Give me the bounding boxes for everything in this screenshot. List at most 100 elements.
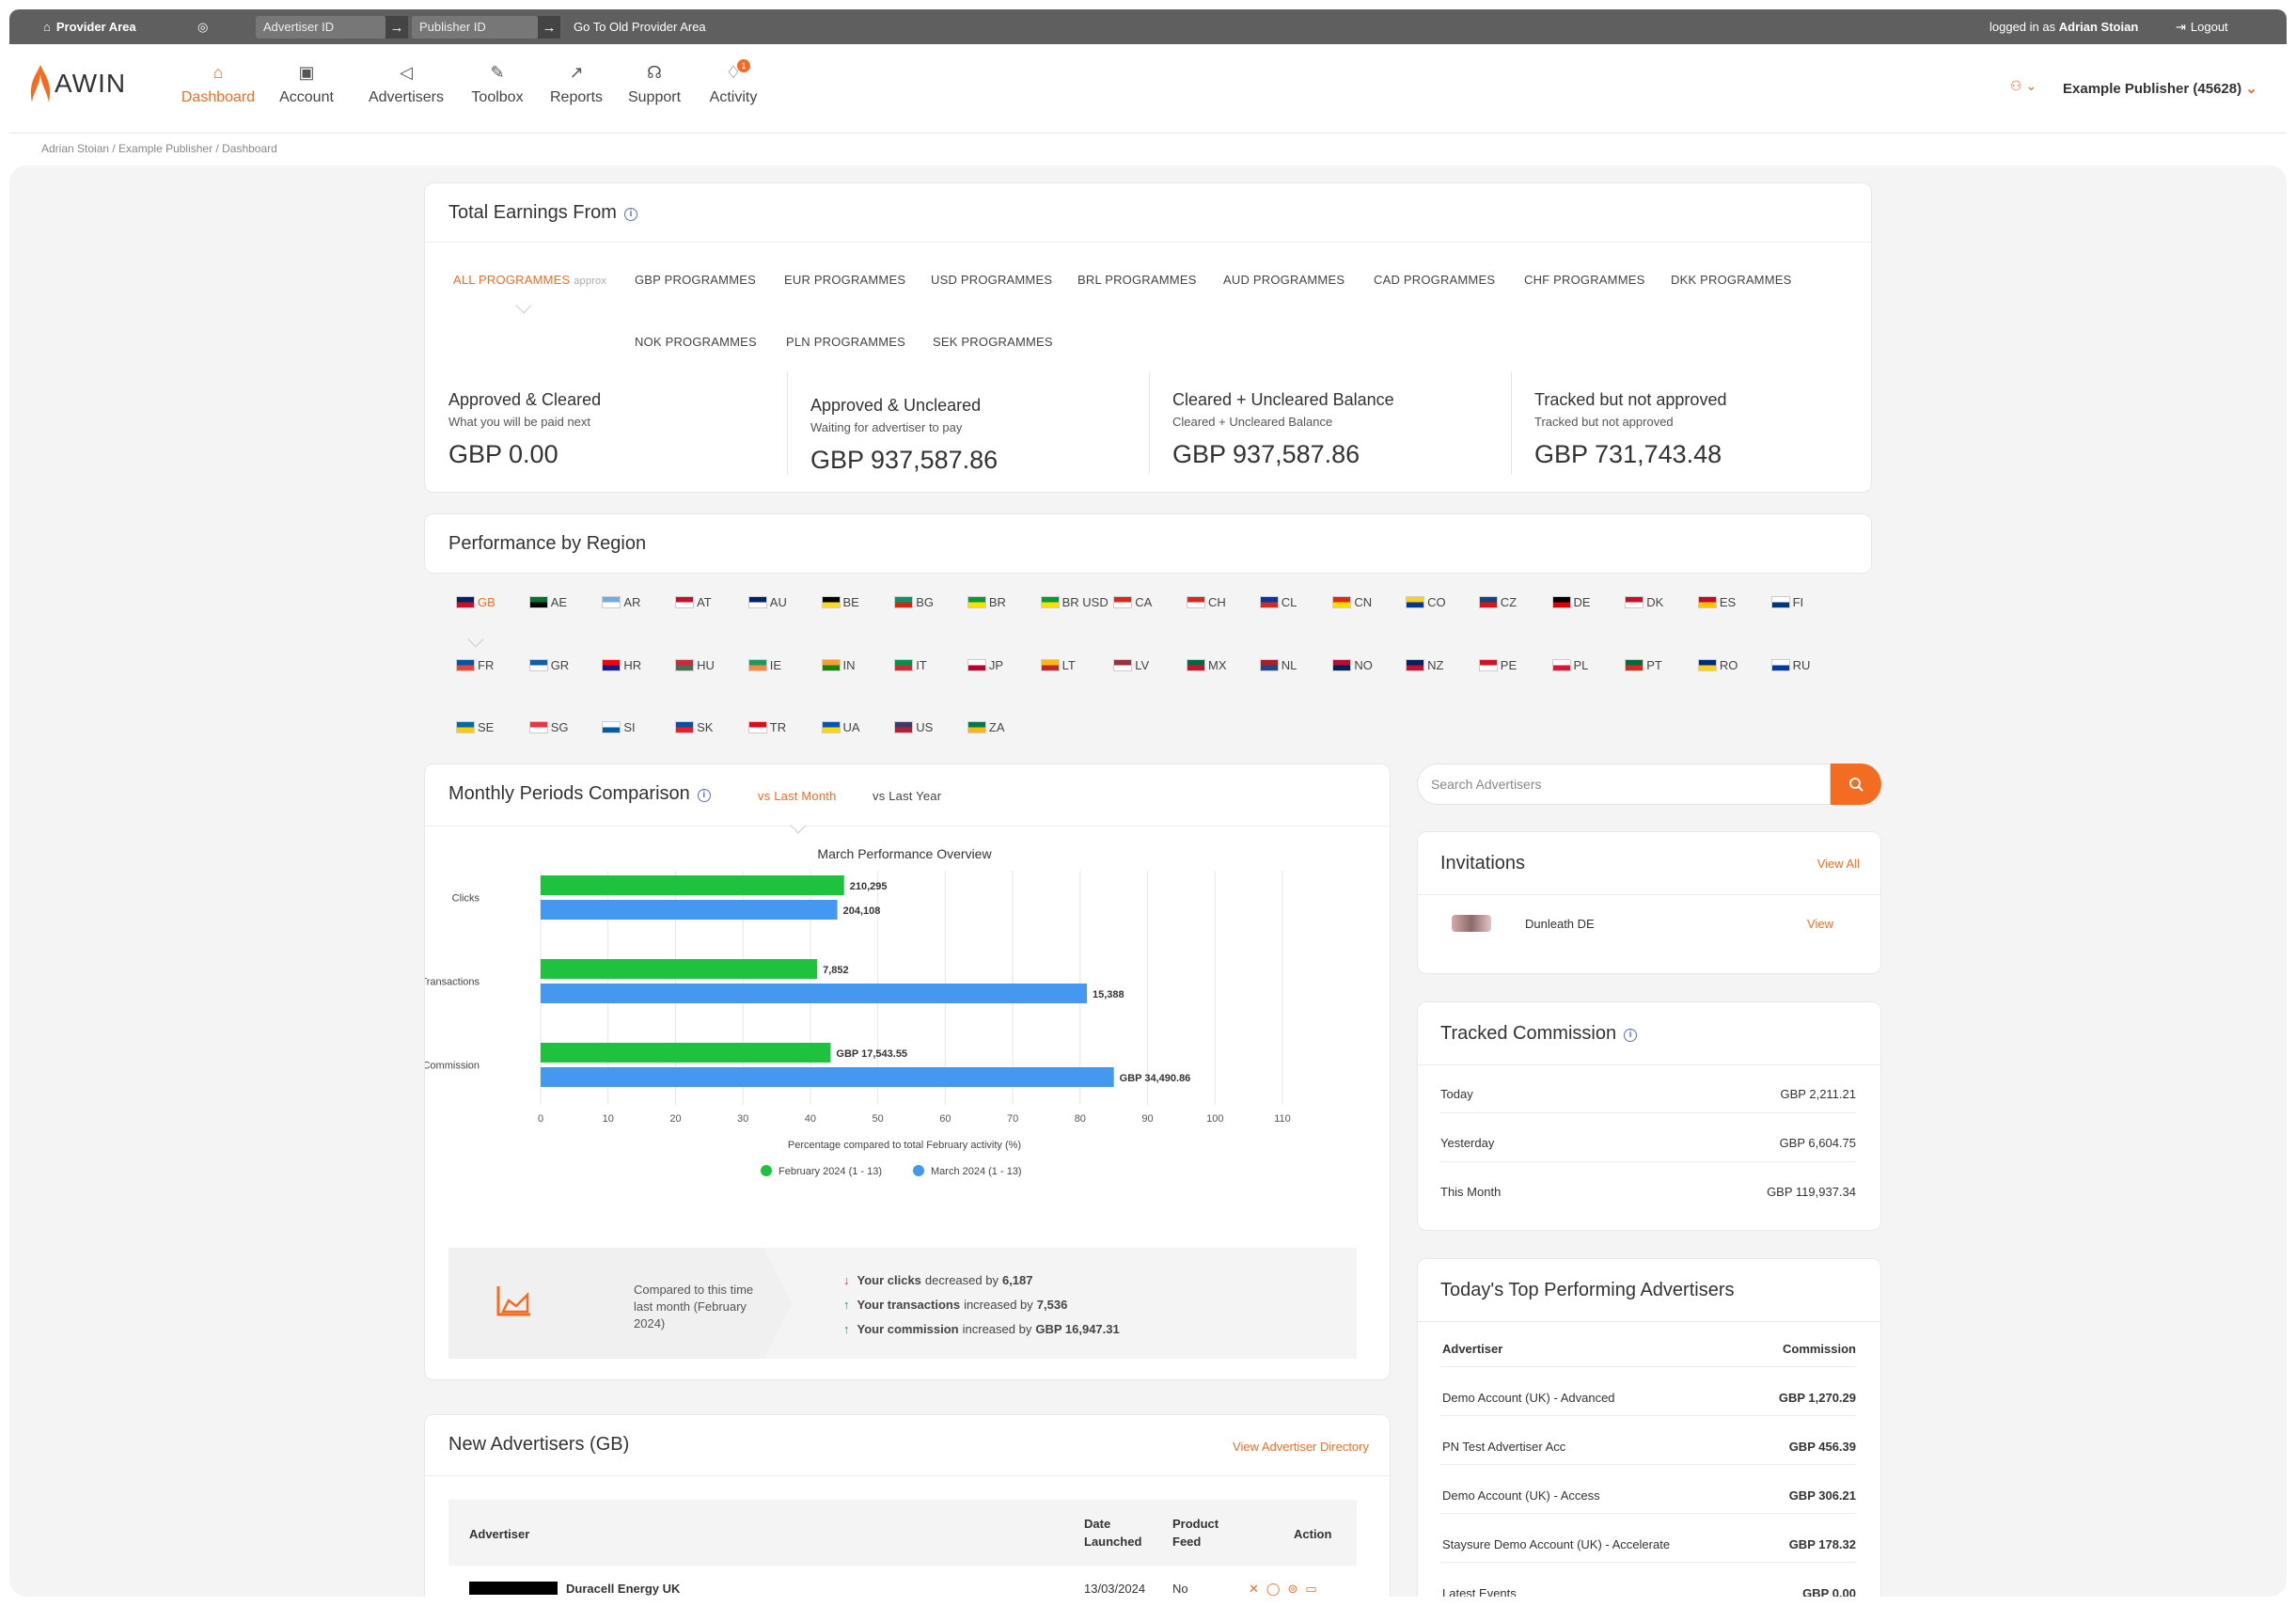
nav-activity[interactable]: ♢ 1 Activity <box>700 59 767 106</box>
region-flag-se[interactable]: SE <box>456 720 494 734</box>
region-flag-tr[interactable]: TR <box>747 720 786 734</box>
region-flag-jp[interactable]: JP <box>967 658 1003 672</box>
nav-dashboard[interactable]: ⌂ Dashboard <box>175 63 261 106</box>
legend-label[interactable]: February 2024 (1 - 13) <box>778 1166 882 1177</box>
region-flag-hu[interactable]: HU <box>675 658 715 672</box>
awin-logo[interactable]: AWIN <box>28 65 126 102</box>
region-flag-lv[interactable]: LV <box>1113 658 1149 672</box>
search-advertisers-input[interactable]: Search Advertisers <box>1417 764 1831 805</box>
advertiser-id-input[interactable]: Advertiser ID <box>256 16 385 39</box>
region-flag-pt[interactable]: PT <box>1625 658 1662 672</box>
link-icon[interactable]: ⊜ <box>1287 1582 1306 1596</box>
region-flag-nl[interactable]: NL <box>1259 658 1297 672</box>
region-flag-bg[interactable]: BG <box>894 595 934 609</box>
view-directory-link[interactable]: View Advertiser Directory <box>1233 1440 1369 1454</box>
provider-area-link[interactable]: ⌂ Provider Area <box>43 9 136 44</box>
publisher-go-button[interactable]: → <box>538 16 560 39</box>
logout-button[interactable]: ⇥ Logout <box>2176 9 2228 44</box>
region-flag-br-usd[interactable]: BR USD <box>1040 595 1109 609</box>
region-flag-it[interactable]: IT <box>894 658 927 672</box>
tab-vs-last-year[interactable]: vs Last Year <box>873 789 942 803</box>
region-flag-ua[interactable]: UA <box>821 720 860 734</box>
region-flag-de[interactable]: DE <box>1551 595 1591 609</box>
nav-advertisers[interactable]: ◁ Advertisers <box>359 63 453 106</box>
region-flag-cl[interactable]: CL <box>1259 595 1297 609</box>
tab-usd[interactable]: USD PROGRAMMES <box>931 273 1053 287</box>
region-flag-mx[interactable]: MX <box>1187 658 1227 672</box>
info-icon[interactable]: i <box>1624 1028 1638 1042</box>
bar-commission-0[interactable] <box>541 1043 831 1063</box>
nav-account[interactable]: ▣ Account <box>273 63 340 106</box>
region-flag-sk[interactable]: SK <box>675 720 713 734</box>
top-advertiser-name[interactable]: PN Test Advertiser Acc <box>1442 1440 1566 1454</box>
region-flag-cz[interactable]: CZ <box>1478 595 1517 609</box>
tab-cad[interactable]: CAD PROGRAMMES <box>1374 273 1496 287</box>
close-icon[interactable]: ✕ <box>1249 1582 1266 1596</box>
region-flag-ie[interactable]: IE <box>747 658 781 672</box>
region-flag-nz[interactable]: NZ <box>1406 658 1443 672</box>
region-flag-ro[interactable]: RO <box>1697 658 1738 672</box>
tab-sek[interactable]: SEK PROGRAMMES <box>933 335 1053 349</box>
region-flag-es[interactable]: ES <box>1697 595 1736 609</box>
tab-aud[interactable]: AUD PROGRAMMES <box>1223 273 1345 287</box>
nav-reports[interactable]: ↗ Reports <box>542 63 611 106</box>
advertiser-go-button[interactable]: → <box>385 16 408 39</box>
top-advertiser-name[interactable]: Demo Account (UK) - Access <box>1442 1488 1600 1503</box>
publisher-id-input[interactable]: Publisher ID <box>412 16 538 39</box>
region-flag-hr[interactable]: HR <box>602 658 641 672</box>
top-advertiser-name[interactable]: Latest Events <box>1442 1586 1517 1597</box>
card-icon[interactable]: ▭ <box>1305 1582 1325 1596</box>
top-advertiser-name[interactable]: Staysure Demo Account (UK) - Accelerate <box>1442 1537 1671 1551</box>
view-all-invitations-link[interactable]: View All <box>1816 857 1860 871</box>
tab-dkk[interactable]: DKK PROGRAMMES <box>1671 273 1792 287</box>
region-flag-za[interactable]: ZA <box>967 720 1005 734</box>
region-flag-br[interactable]: BR <box>967 595 1006 609</box>
region-flag-ch[interactable]: CH <box>1187 595 1226 609</box>
tab-eur[interactable]: EUR PROGRAMMES <box>784 273 906 287</box>
advertiser-name[interactable]: Duracell Energy UK <box>566 1582 681 1596</box>
region-flag-at[interactable]: AT <box>675 595 712 609</box>
region-flag-co[interactable]: CO <box>1406 595 1446 609</box>
region-flag-ru[interactable]: RU <box>1770 658 1810 672</box>
region-flag-no[interactable]: NO <box>1332 658 1373 672</box>
top-advertiser-name[interactable]: Demo Account (UK) - Advanced <box>1442 1391 1615 1405</box>
region-flag-in[interactable]: IN <box>821 658 856 672</box>
bar-transactions-0[interactable] <box>541 959 818 979</box>
region-flag-us[interactable]: US <box>894 720 933 734</box>
tab-pln[interactable]: PLN PROGRAMMES <box>786 335 906 349</box>
region-flag-gb[interactable]: GB <box>456 595 495 609</box>
bar-clicks-0[interactable] <box>541 875 844 895</box>
region-flag-au[interactable]: AU <box>747 595 787 609</box>
region-flag-gr[interactable]: GR <box>528 658 569 672</box>
search-icon[interactable]: ◯ <box>1266 1582 1288 1596</box>
bar-transactions-1[interactable] <box>541 984 1087 1003</box>
search-button[interactable] <box>1831 764 1881 805</box>
info-icon[interactable]: i <box>697 788 711 802</box>
account-selector[interactable]: Example Publisher (45628) ⌄ <box>2063 80 2257 97</box>
region-flag-ca[interactable]: CA <box>1113 595 1152 609</box>
legend-label[interactable]: March 2024 (1 - 13) <box>931 1166 1022 1177</box>
region-flag-pe[interactable]: PE <box>1478 658 1517 672</box>
region-flag-sg[interactable]: SG <box>528 720 568 734</box>
region-flag-lt[interactable]: LT <box>1040 658 1076 672</box>
tab-all-programmes[interactable]: ALL PROGRAMMES approx <box>453 273 606 287</box>
bar-commission-1[interactable] <box>541 1067 1114 1087</box>
user-menu-icon[interactable]: ⚇ ⌄ <box>2010 78 2037 93</box>
region-flag-fr[interactable]: FR <box>456 658 494 672</box>
nav-support[interactable]: ☊ Support <box>621 63 688 106</box>
region-flag-pl[interactable]: PL <box>1551 658 1588 672</box>
region-flag-cn[interactable]: CN <box>1332 595 1372 609</box>
region-flag-be[interactable]: BE <box>821 595 859 609</box>
bar-clicks-1[interactable] <box>541 900 838 920</box>
tab-brl[interactable]: BRL PROGRAMMES <box>1077 273 1197 287</box>
region-flag-dk[interactable]: DK <box>1625 595 1663 609</box>
old-provider-area-link[interactable]: Go To Old Provider Area <box>574 20 706 34</box>
tab-vs-last-month[interactable]: vs Last Month <box>758 789 837 803</box>
region-flag-si[interactable]: SI <box>602 720 636 734</box>
tab-gbp[interactable]: GBP PROGRAMMES <box>635 273 756 287</box>
region-flag-ae[interactable]: AE <box>528 595 567 609</box>
info-icon[interactable]: i <box>623 207 637 221</box>
tab-chf[interactable]: CHF PROGRAMMES <box>1524 273 1645 287</box>
region-flag-fi[interactable]: FI <box>1770 595 1803 609</box>
view-invitation-link[interactable]: View <box>1807 917 1833 931</box>
